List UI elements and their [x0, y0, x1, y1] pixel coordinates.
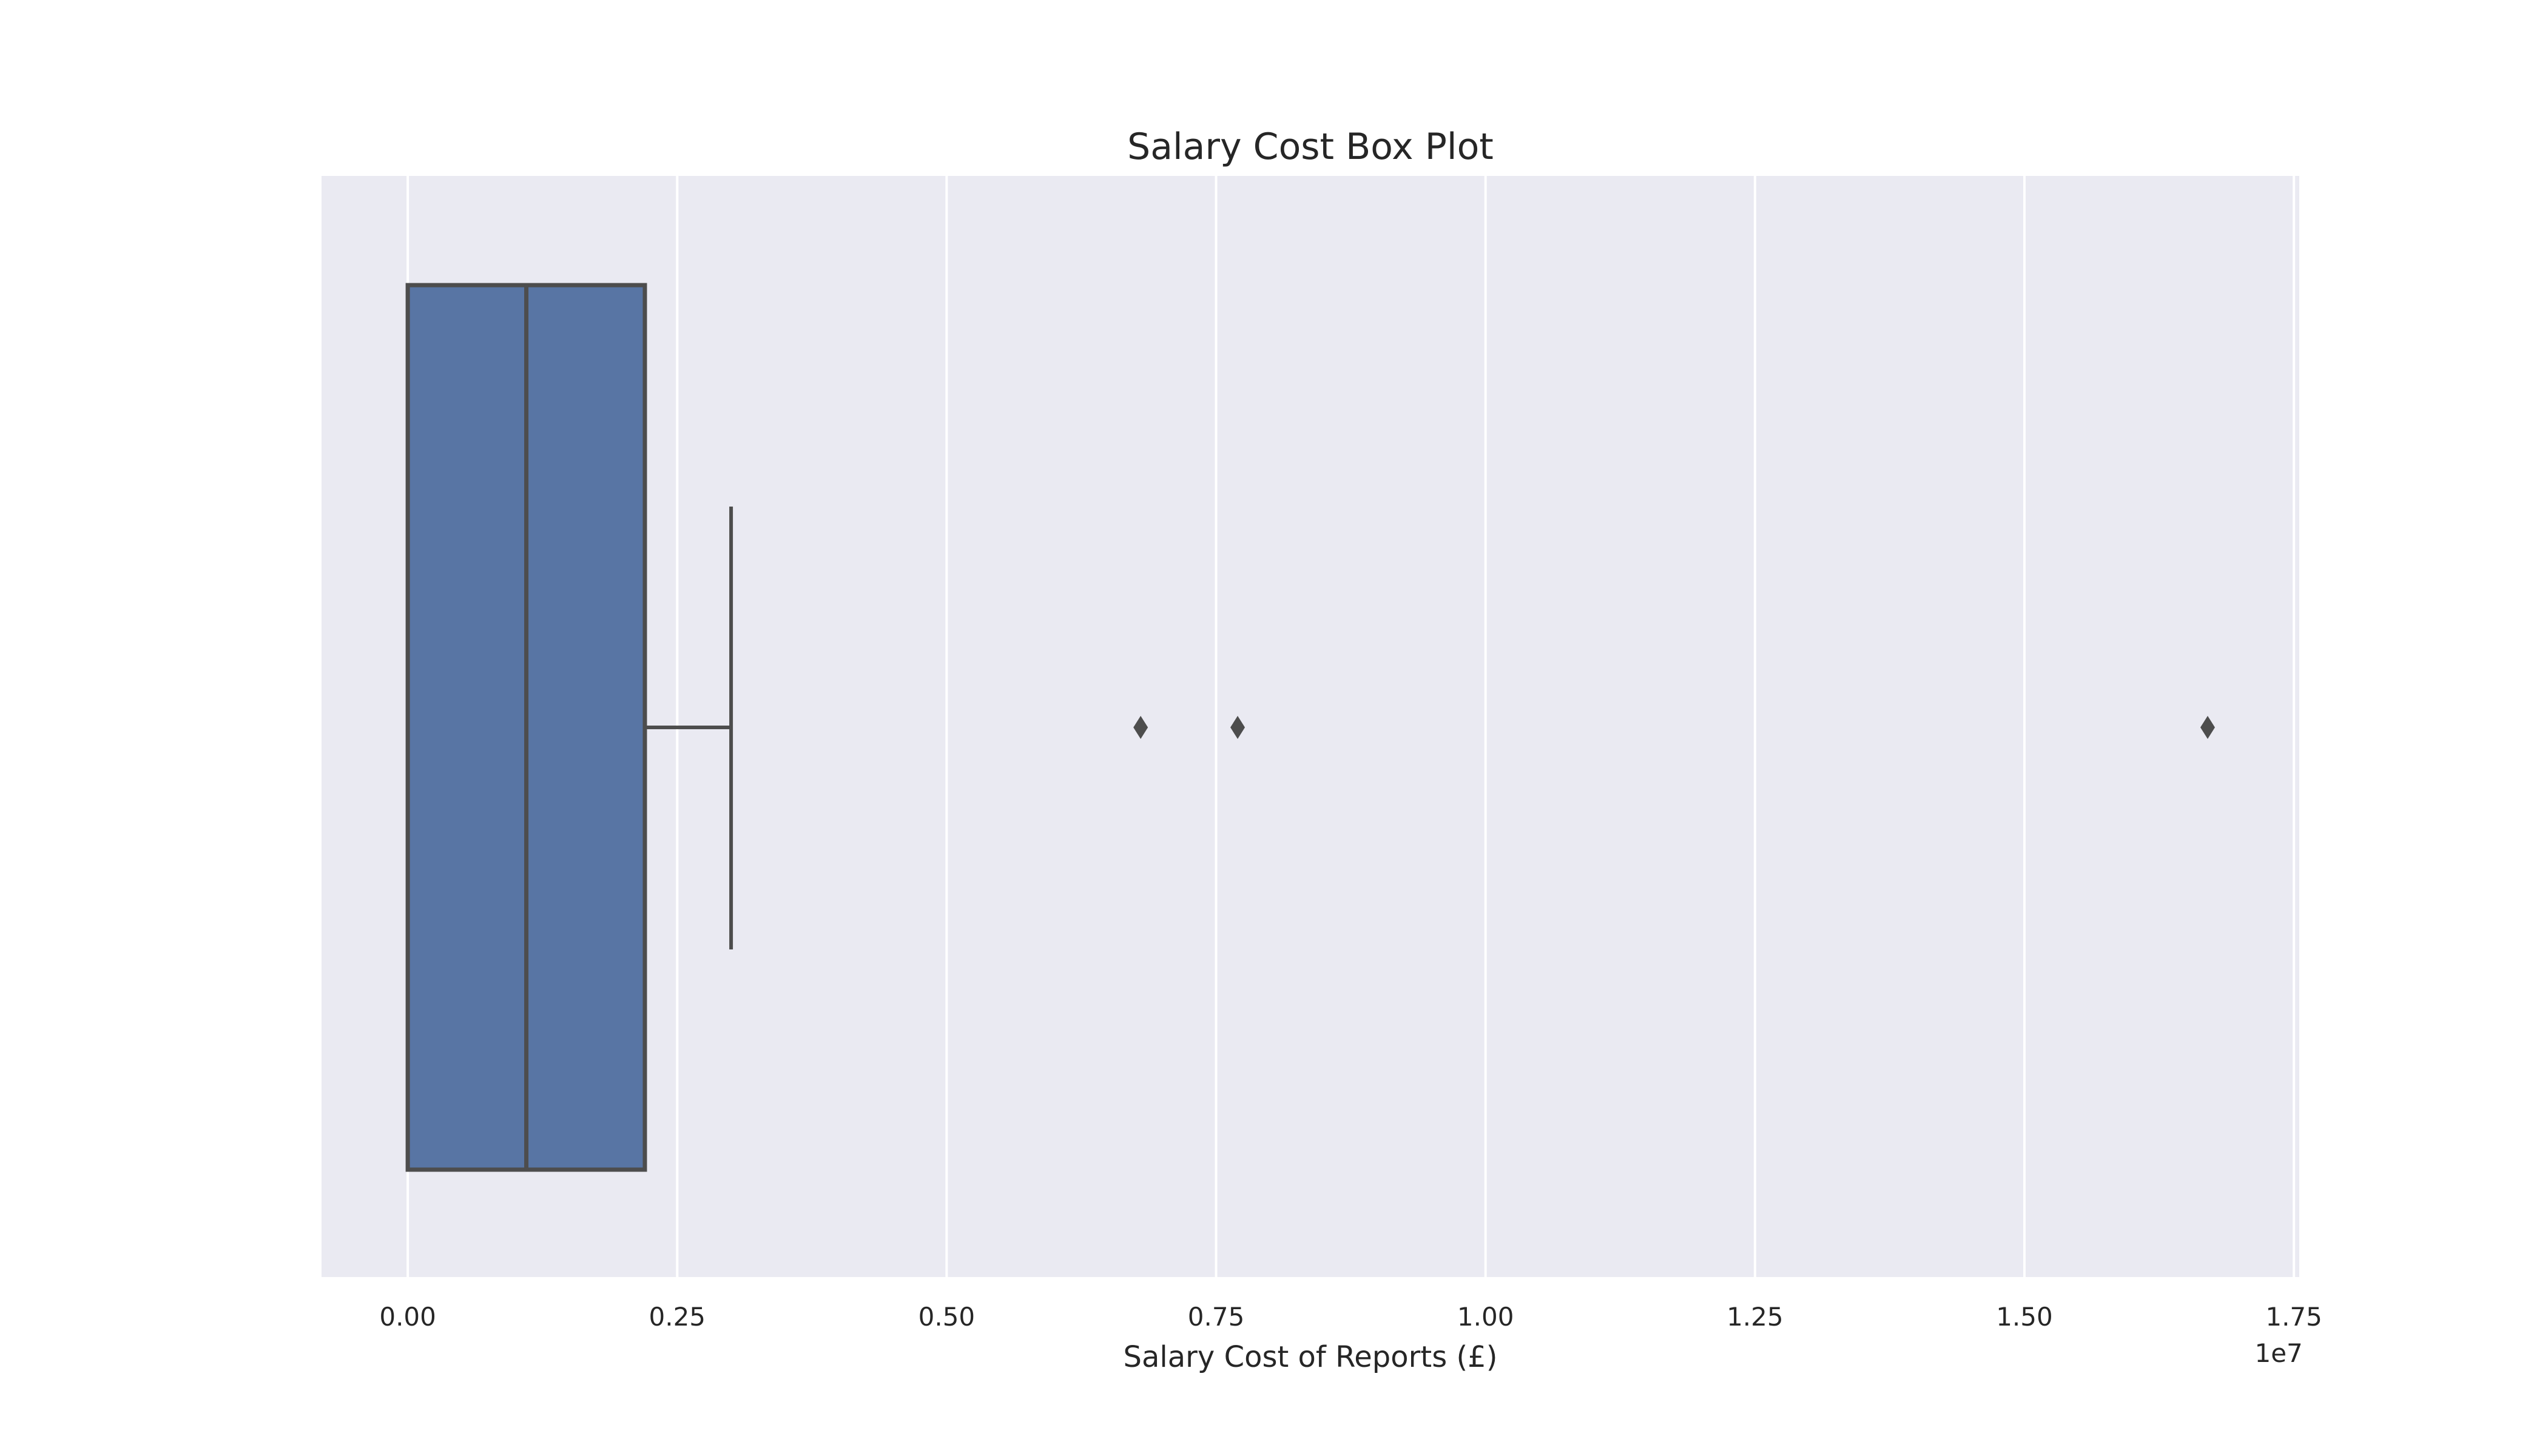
outlier-point	[2200, 716, 2215, 739]
x-axis-label: Salary Cost of Reports (£)	[1124, 1340, 1498, 1374]
x-tick-label: 1.25	[1727, 1302, 1784, 1332]
outliers	[1133, 716, 2215, 739]
outlier-point	[1230, 716, 1245, 739]
x-tick-label: 0.25	[649, 1302, 706, 1332]
x-tick-label: 0.00	[379, 1302, 436, 1332]
x-tick-label: 0.75	[1188, 1302, 1245, 1332]
box-group	[405, 283, 733, 1172]
outlier-point	[1133, 716, 1148, 739]
x-tick-label: 0.50	[918, 1302, 976, 1332]
x-tick-label: 1.50	[1996, 1302, 2053, 1332]
x-tick-label: 1.00	[1457, 1302, 1514, 1332]
x-tick-labels: 0.00 0.25 0.50 0.75 1.00 1.25 1.50 1.75	[379, 1302, 2322, 1332]
x-axis-offset-label: 1e7	[2254, 1338, 2302, 1368]
x-tick-label: 1.75	[2265, 1302, 2322, 1332]
chart-title: Salary Cost Box Plot	[1127, 126, 1494, 168]
